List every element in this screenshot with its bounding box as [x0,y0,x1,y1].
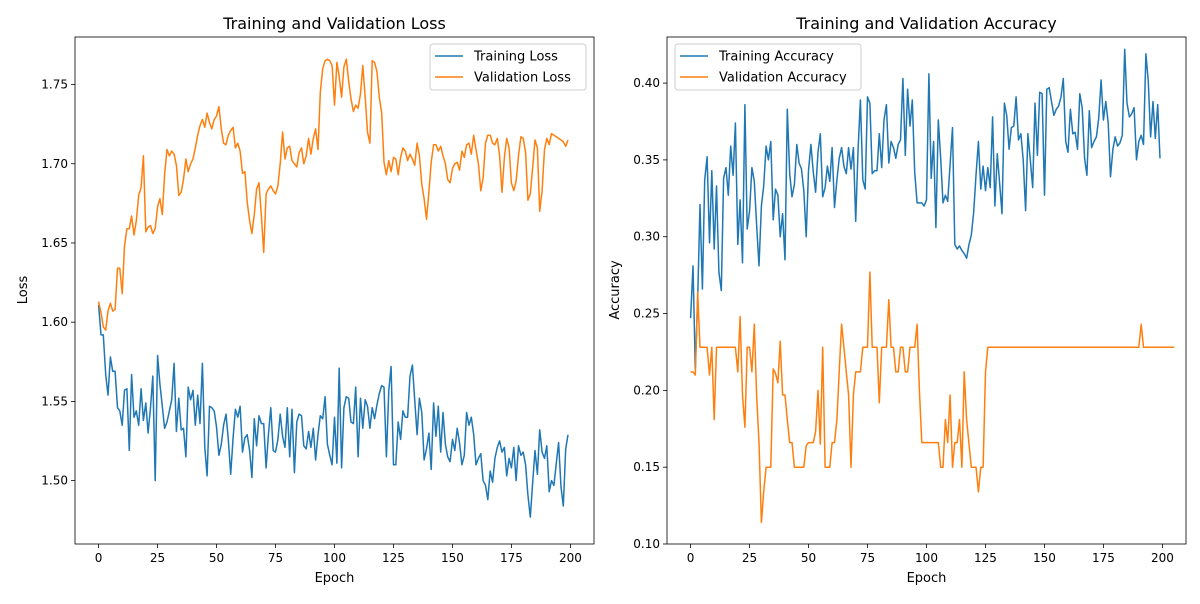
loss-x-tick-label: 125 [382,551,405,565]
accuracy-chart: Training and Validation Accuracy Epoch A… [608,14,1187,586]
loss-x-tick-label: 200 [559,551,582,565]
loss-x-tick-label: 100 [323,551,346,565]
loss-y-tick-label: 1.65 [41,236,68,250]
loss-x-tick-label: 50 [209,551,224,565]
loss-series-training-loss [97,304,569,518]
loss-x-tick-label: 150 [441,551,464,565]
accuracy-legend-label: Training Accuracy [718,50,834,65]
loss-x-tick-label: 0 [95,551,103,565]
loss-chart: Training and Validation Loss Epoch Loss … [16,14,595,586]
accuracy-y-tick-label: 0.15 [633,460,660,474]
loss-y-tick-label: 1.55 [41,394,68,408]
loss-y-tick-label: 1.70 [41,157,68,171]
loss-legend-box [429,43,587,91]
accuracy-legend-box [674,43,862,91]
loss-x-tick-label: 75 [268,551,283,565]
accuracy-x-tick-label: 125 [974,551,997,565]
accuracy-series-training-accuracy [689,48,1161,370]
accuracy-y-tick-label: 0.35 [633,153,660,167]
accuracy-x-tick-label: 175 [1092,551,1115,565]
loss-legend: Training Loss Validation Loss [429,43,587,91]
accuracy-legend: Training Accuracy Validation Accuracy [674,43,862,91]
accuracy-y-tick-label: 0.30 [633,230,660,244]
accuracy-chart-title: Training and Validation Accuracy [795,14,1057,33]
loss-y-tick-label: 1.60 [41,315,68,329]
accuracy-x-axis-label: Epoch [907,571,947,586]
accuracy-x-tick-label: 75 [860,551,875,565]
loss-x-axis-label: Epoch [315,571,355,586]
accuracy-x-tick-label: 100 [915,551,938,565]
accuracy-x-tick-label: 200 [1151,551,1174,565]
accuracy-y-tick-label: 0.25 [633,307,660,321]
accuracy-x-tick-label: 150 [1033,551,1056,565]
loss-legend-label: Validation Loss [474,71,571,86]
accuracy-x-tick-label: 25 [742,551,757,565]
loss-plot-frame [74,36,595,545]
loss-y-tick-label: 1.75 [41,78,68,92]
loss-chart-title: Training and Validation Loss [222,14,446,33]
accuracy-legend-label: Validation Accuracy [719,71,847,86]
accuracy-series-validation-accuracy [690,271,1175,524]
accuracy-y-tick-label: 0.20 [633,383,660,397]
accuracy-x-tick-label: 0 [687,551,695,565]
accuracy-y-axis-label: Accuracy [608,260,623,320]
accuracy-x-tick-label: 50 [801,551,816,565]
loss-y-axis-label: Loss [16,276,31,305]
accuracy-y-tick-label: 0.40 [633,76,660,90]
loss-legend-label: Training Loss [473,50,558,65]
accuracy-y-tick-label: 0.10 [633,537,660,551]
loss-x-tick-label: 175 [500,551,523,565]
loss-y-tick-label: 1.50 [41,474,68,488]
loss-series-validation-loss [97,58,569,331]
loss-x-tick-label: 25 [150,551,165,565]
